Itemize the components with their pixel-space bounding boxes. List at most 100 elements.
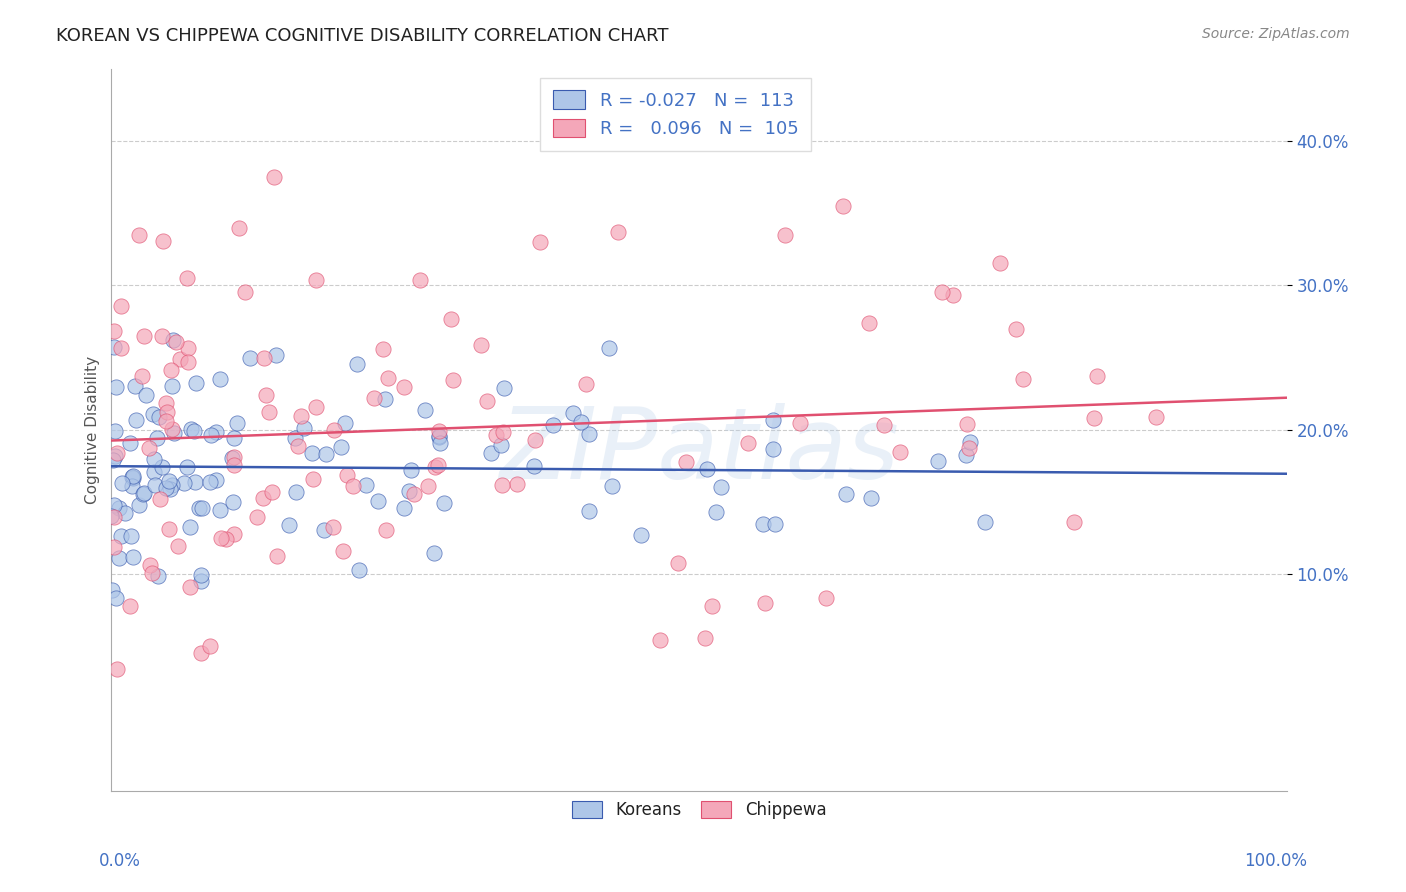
Point [578, 426, 600, 441]
Point [162, 333, 184, 347]
Point [165, 335, 187, 350]
Point [398, 483, 420, 498]
Point [184, 475, 207, 490]
Point [485, 428, 508, 442]
Point [315, 447, 337, 461]
Text: 100.0%: 100.0% [1244, 852, 1308, 870]
Point [427, 424, 450, 438]
Point [104, 591, 127, 605]
Point [578, 504, 600, 518]
Text: KOREAN VS CHIPPEWA COGNITIVE DISABILITY CORRELATION CHART: KOREAN VS CHIPPEWA COGNITIVE DISABILITY … [56, 27, 669, 45]
Point [167, 539, 190, 553]
Point [141, 566, 163, 580]
Point [752, 517, 775, 532]
Point [143, 478, 166, 492]
Point [815, 591, 838, 606]
Point [475, 393, 498, 408]
Point [104, 379, 127, 393]
Point [1063, 515, 1085, 529]
Point [284, 432, 307, 446]
Point [422, 546, 444, 560]
Point [942, 288, 965, 302]
Point [142, 452, 165, 467]
Point [957, 441, 980, 455]
Point [754, 597, 776, 611]
Point [215, 532, 238, 546]
Point [523, 433, 546, 447]
Point [205, 473, 228, 487]
Point [222, 450, 245, 465]
Point [191, 500, 214, 515]
Point [762, 412, 785, 426]
Point [710, 480, 733, 494]
Point [239, 351, 262, 365]
Point [835, 487, 858, 501]
Point [101, 582, 124, 597]
Point [121, 549, 143, 564]
Point [122, 468, 145, 483]
Point [290, 409, 312, 423]
Point [285, 485, 308, 500]
Point [650, 633, 672, 648]
Point [371, 343, 394, 357]
Point [110, 342, 132, 356]
Point [607, 225, 630, 239]
Point [150, 328, 173, 343]
Point [305, 400, 328, 414]
Point [479, 446, 502, 460]
Point [492, 425, 515, 440]
Point [333, 416, 356, 430]
Point [186, 376, 208, 391]
Point [204, 425, 226, 440]
Point [491, 477, 513, 491]
Point [322, 520, 344, 534]
Point [955, 448, 977, 462]
Point [523, 459, 546, 474]
Text: 0.0%: 0.0% [98, 852, 141, 870]
Point [222, 527, 245, 541]
Point [561, 406, 583, 420]
Point [955, 417, 977, 431]
Point [110, 299, 132, 313]
Point [155, 413, 177, 427]
Point [146, 569, 169, 583]
Point [263, 169, 285, 184]
Point [111, 476, 134, 491]
Point [529, 235, 551, 249]
Point [332, 543, 354, 558]
Point [209, 531, 232, 545]
Point [177, 354, 200, 368]
Point [105, 662, 128, 676]
Y-axis label: Cognitive Disability: Cognitive Disability [86, 356, 100, 504]
Point [600, 479, 623, 493]
Point [128, 498, 150, 512]
Point [121, 471, 143, 485]
Point [394, 380, 416, 394]
Point [700, 599, 723, 614]
Point [190, 574, 212, 589]
Point [301, 446, 323, 460]
Point [138, 441, 160, 455]
Point [873, 418, 896, 433]
Point [198, 639, 221, 653]
Point [169, 352, 191, 367]
Point [155, 396, 177, 410]
Point [131, 368, 153, 383]
Point [292, 421, 315, 435]
Point [134, 328, 156, 343]
Point [104, 424, 127, 438]
Point [157, 522, 180, 536]
Point [254, 388, 277, 402]
Point [159, 474, 181, 488]
Point [173, 475, 195, 490]
Point [221, 451, 243, 466]
Point [132, 487, 155, 501]
Point [149, 491, 172, 506]
Text: ZIPatlas: ZIPatlas [499, 402, 898, 500]
Point [404, 486, 426, 500]
Point [266, 348, 288, 362]
Point [737, 435, 759, 450]
Point [135, 388, 157, 402]
Point [148, 409, 170, 424]
Point [374, 392, 396, 407]
